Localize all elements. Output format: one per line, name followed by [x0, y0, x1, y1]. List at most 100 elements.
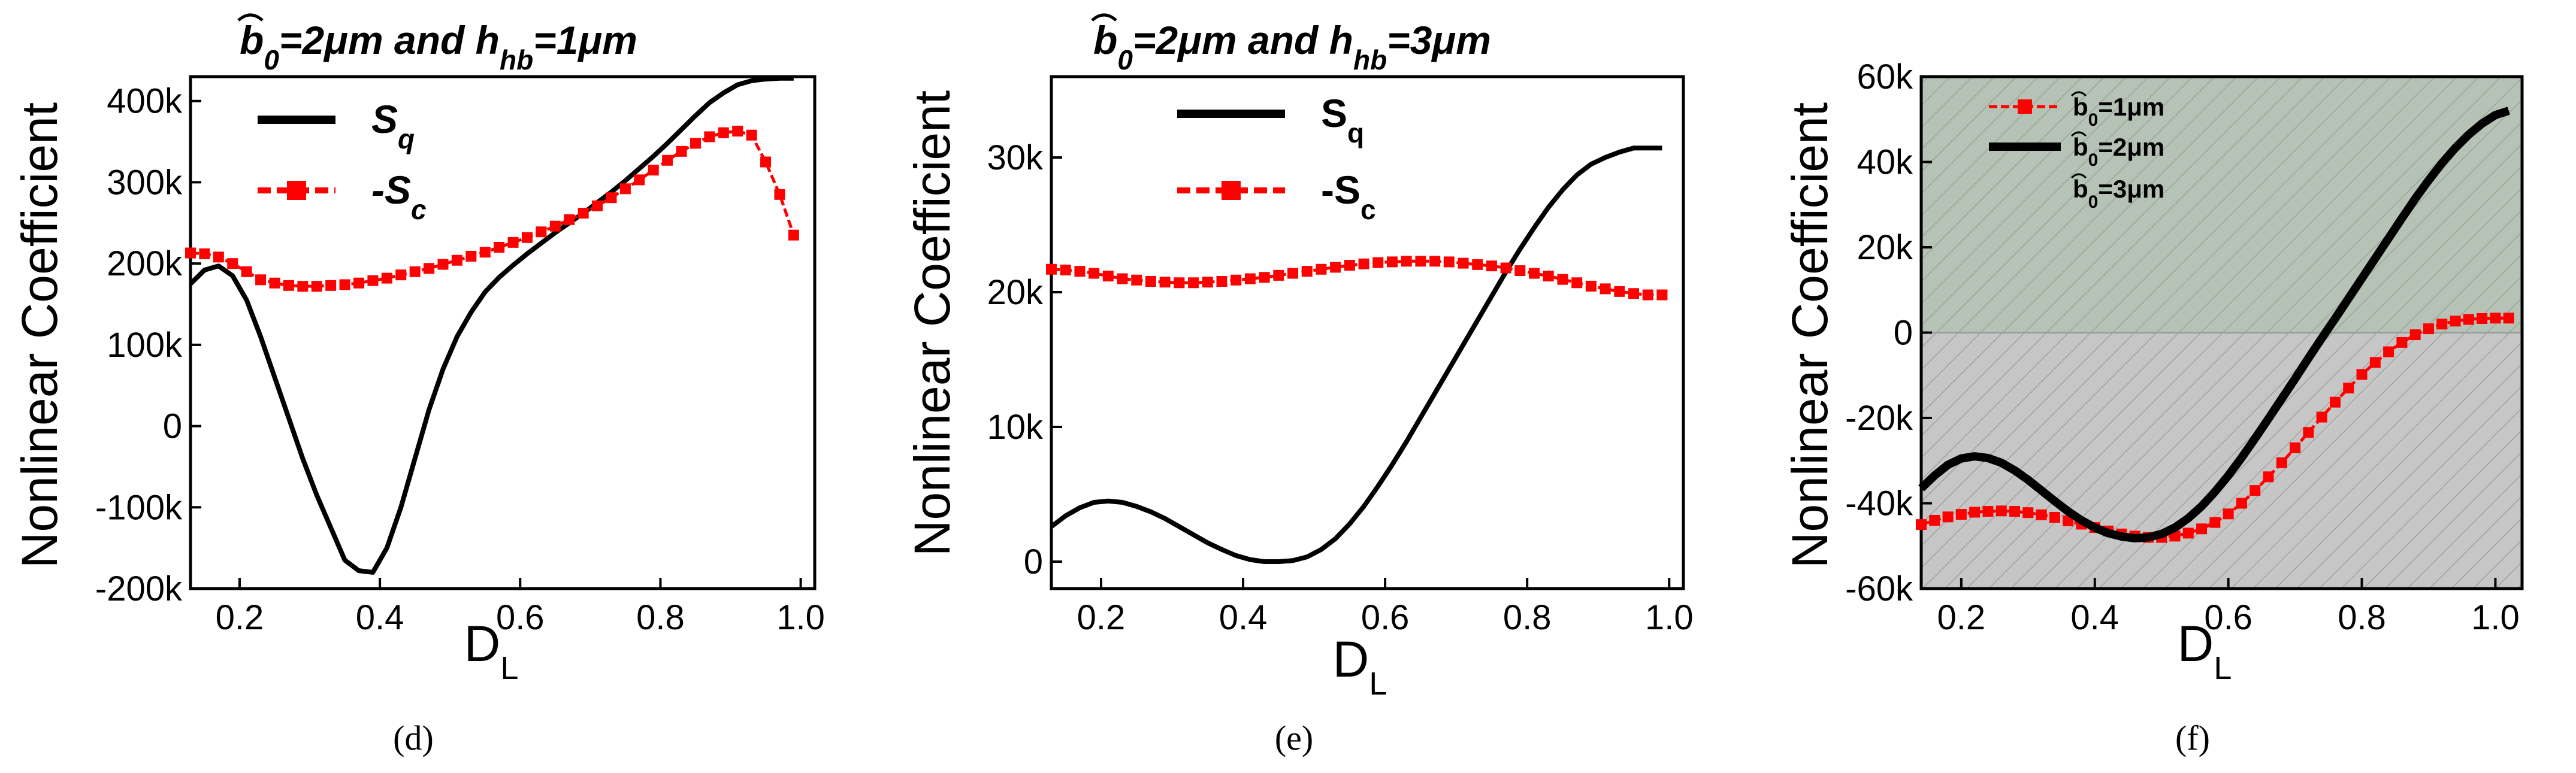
data-point-e-1: [1216, 276, 1227, 287]
legend-sub: 0: [2088, 150, 2099, 170]
ytick-label-e: 20k: [987, 273, 1044, 312]
data-point-d-1: [325, 280, 337, 291]
data-point-f-0: [2036, 509, 2047, 520]
ytick-label-f: -40k: [1845, 484, 1913, 523]
legend-marker-sc-e: [1222, 181, 1241, 200]
data-point-d-1: [718, 127, 729, 138]
plot-area-f: 0.2 0.4 0.6 0.8 1.0-60k-40k-20k020k40k60kb0=…: [1845, 57, 2524, 637]
data-point-d-1: [564, 214, 575, 225]
data-point-f-0: [1929, 515, 1940, 526]
data-point-f-0: [2423, 323, 2434, 335]
data-point-d-1: [494, 242, 505, 253]
data-point-e-1: [1244, 273, 1256, 284]
data-point-d-1: [451, 254, 462, 266]
series-line-e-1: [1051, 259, 1662, 296]
data-point-e-1: [1273, 269, 1284, 281]
data-point-f-0: [2450, 316, 2461, 327]
data-point-d-1: [241, 266, 252, 277]
legend-label-d-1: -Sc: [371, 168, 427, 225]
data-point-e-1: [1486, 260, 1497, 272]
xtick-label-f: 0.4: [2070, 598, 2119, 637]
data-point-d-1: [760, 156, 772, 168]
data-point-e-1: [1117, 273, 1128, 284]
data-point-f-0: [2490, 313, 2501, 324]
data-point-e-1: [1131, 274, 1142, 286]
xlabel-f: DL: [2178, 616, 2232, 686]
title-b-hat-d: b: [240, 18, 264, 62]
plot-area-e: 0.2 0.4 0.6 0.8 1.0 0 10k 20k 30k Sq -Sc: [987, 75, 1694, 637]
data-point-d-1: [578, 208, 589, 219]
xtick-label-f: 0.8: [2338, 598, 2386, 637]
ytick-label-d: -200k: [95, 569, 183, 608]
data-point-d-1: [648, 165, 659, 176]
legend-label-e-0: Sq: [1321, 91, 1364, 148]
data-point-f-0: [1996, 505, 2007, 517]
data-point-e-1: [1571, 277, 1583, 289]
data-point-d-1: [437, 259, 449, 270]
data-point-f-0: [2276, 457, 2287, 468]
axes-frame-d: [189, 75, 817, 590]
xtick-label-e: 0.8: [1503, 598, 1552, 637]
data-point-e-1: [1316, 263, 1327, 275]
xlabel-e: DL: [1333, 631, 1387, 702]
data-point-e-1: [1287, 268, 1299, 279]
data-point-f-0: [1982, 506, 1994, 517]
data-point-d-1: [704, 131, 715, 143]
data-point-e-1: [1089, 268, 1100, 279]
data-point-d-1: [311, 281, 322, 292]
data-point-f-0: [2182, 528, 2194, 539]
data-point-f-0: [2263, 471, 2274, 483]
xlabel-d: DL: [464, 616, 519, 686]
legend-sub: c: [411, 194, 427, 225]
data-point-f-0: [2329, 396, 2341, 408]
caption-e: (e): [1275, 719, 1313, 757]
data-point-f-0: [2049, 512, 2060, 523]
data-point-e-1: [1102, 271, 1114, 281]
legend-value: =3μm: [2098, 175, 2164, 203]
data-point-e-1: [1060, 264, 1071, 275]
data-point-f-0: [2356, 369, 2368, 380]
data-point-e-1: [1259, 272, 1270, 283]
xtick-label-d: 0.8: [636, 598, 685, 637]
panel-e: b0=2μm and hhb=3μm 0.2 0.4 0.6 0.8 1.0 0 10k 20…: [904, 13, 1694, 757]
data-point-f-0: [2383, 346, 2394, 357]
ytick-label-f: 20k: [1857, 228, 1913, 267]
data-point-e-1: [1401, 256, 1412, 267]
legend-label-e-1: -Sc: [1321, 168, 1376, 225]
data-point-f-0: [1916, 519, 1927, 531]
data-point-e-1: [1074, 266, 1086, 277]
data-point-d-1: [774, 189, 785, 200]
data-point-f-0: [2303, 427, 2314, 438]
legend-sub: 0: [2088, 110, 2099, 130]
data-point-e-1: [1174, 277, 1185, 289]
data-point-e-1: [1557, 274, 1568, 285]
data-point-e-1: [1145, 276, 1156, 287]
data-point-f-0: [2503, 313, 2514, 324]
data-point-e-1: [1628, 288, 1640, 299]
data-point-f-0: [1955, 509, 1967, 520]
legend-marker-sc-d: [287, 181, 306, 200]
data-point-f-0: [2290, 442, 2301, 453]
data-point-d-1: [690, 138, 701, 149]
data-point-e-1: [1344, 260, 1355, 271]
xtick-label-e: 0.2: [1077, 598, 1126, 637]
data-point-d-1: [521, 232, 533, 243]
ytick-label-d: 100k: [107, 326, 183, 365]
data-point-d-1: [619, 183, 631, 195]
data-point-f-0: [2369, 357, 2381, 368]
chart-title-d: b0=2μm and hhb=1μm: [240, 18, 637, 75]
caption-f: (f): [2175, 719, 2210, 757]
data-point-f-0: [2343, 383, 2354, 394]
data-point-e-1: [1429, 256, 1441, 267]
data-point-e-1: [1386, 256, 1398, 268]
data-point-d-1: [606, 192, 617, 204]
data-point-d-1: [213, 251, 224, 263]
legend-sub: 0: [2088, 192, 2099, 212]
data-point-f-0: [2250, 485, 2261, 496]
ytick-label-f: -60k: [1845, 569, 1913, 608]
ytick-label-e: 0: [1024, 542, 1043, 581]
data-point-e-1: [1614, 286, 1625, 297]
data-point-f-0: [2236, 498, 2247, 509]
data-point-f-0: [2463, 314, 2474, 325]
xtick-label-e: 1.0: [1645, 598, 1694, 637]
